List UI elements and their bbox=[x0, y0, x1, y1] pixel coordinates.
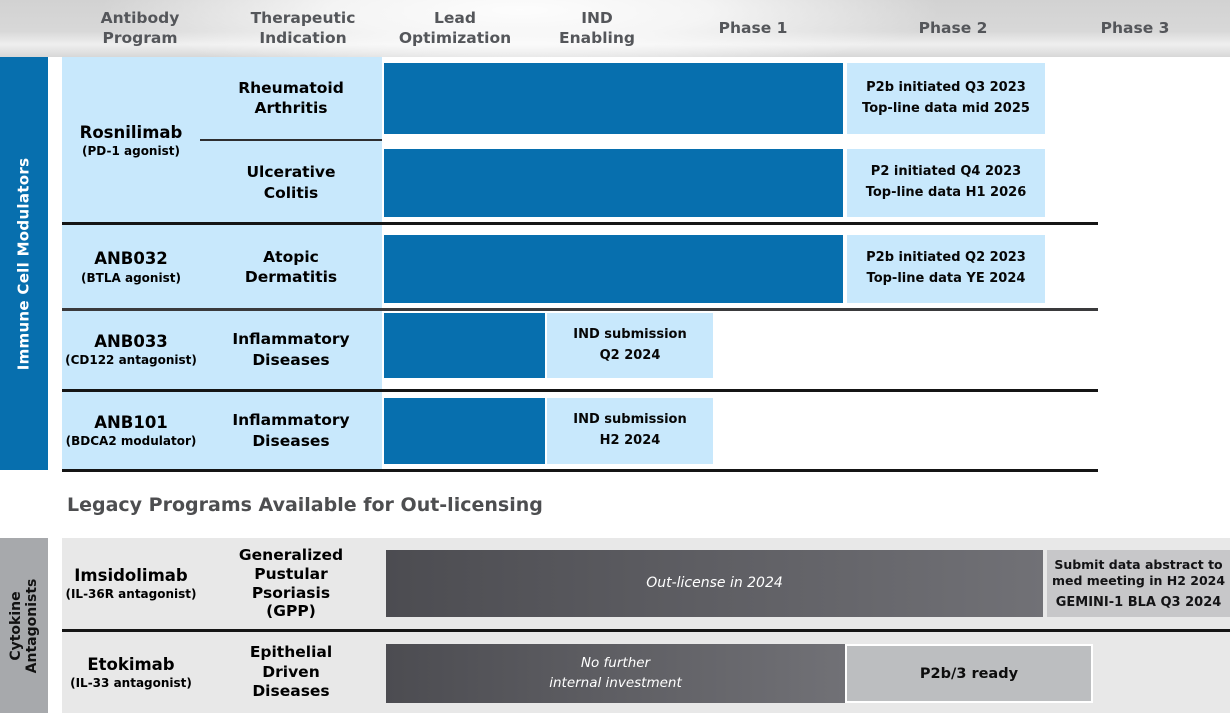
indication-cell-inflammatory-1: Inflammatory Diseases bbox=[200, 310, 382, 389]
program-cell-rosnilimab: Rosnilimab (PD-1 agonist) bbox=[62, 57, 200, 224]
program-target: (BTLA agonist) bbox=[81, 270, 181, 285]
separator-immune-bottom bbox=[62, 469, 1098, 472]
header-antibody-program: Antibody Program bbox=[100, 9, 180, 47]
bar-etokimab: No further internal investment bbox=[386, 644, 845, 703]
header-lead-optimization: Lead Optimization bbox=[398, 9, 512, 47]
bar-label: Out-license in 2024 bbox=[646, 575, 783, 592]
indication-label: Rheumatoid Arthritis bbox=[238, 78, 344, 117]
bar-anb033 bbox=[384, 313, 545, 378]
immune-section-sidebar: Immune Cell Modulators bbox=[0, 57, 48, 470]
separator-anb032-anb033 bbox=[62, 308, 1098, 311]
indication-cell-inflammatory-2: Inflammatory Diseases bbox=[200, 392, 382, 469]
program-target: (BDCA2 modulator) bbox=[65, 434, 197, 449]
milestone-anb101: IND submission H2 2024 bbox=[547, 398, 713, 464]
program-cell-anb101: ANB101 (BDCA2 modulator) bbox=[62, 392, 200, 469]
milestone-rosnilimab-uc: P2 initiated Q4 2023 Top-line data H1 20… bbox=[847, 149, 1045, 217]
legacy-section-sidebar: Cytokine Antagonists bbox=[0, 538, 48, 713]
program-cell-anb033: ANB033 (CD122 antagonist) bbox=[62, 310, 200, 389]
indication-label: Inflammatory Diseases bbox=[232, 330, 350, 369]
indication-cell-ad: Atopic Dermatitis bbox=[200, 226, 382, 308]
header-phase-2: Phase 2 bbox=[918, 18, 988, 37]
legacy-heading: Legacy Programs Available for Out-licens… bbox=[67, 494, 543, 516]
program-name: Imsidolimab bbox=[74, 565, 188, 585]
program-target: (IL-33 antagonist) bbox=[70, 676, 192, 691]
program-name: Etokimab bbox=[87, 654, 175, 674]
milestone-anb033: IND submission Q2 2024 bbox=[547, 313, 713, 378]
milestone-imsidolimab: Submit data abstract to med meeting in H… bbox=[1047, 550, 1230, 617]
immune-cells-background bbox=[62, 57, 382, 470]
bar-anb032-ad bbox=[384, 235, 843, 303]
milestone-rosnilimab-ra: P2b initiated Q3 2023 Top-line data mid … bbox=[847, 63, 1045, 134]
indication-label: Atopic Dermatitis bbox=[244, 247, 338, 286]
bar-rosnilimab-ra bbox=[384, 63, 843, 134]
header-therapeutic-indication: Therapeutic Indication bbox=[250, 9, 356, 47]
program-cell-anb032: ANB032 (BTLA agonist) bbox=[62, 226, 200, 308]
program-name: Rosnilimab bbox=[79, 122, 183, 142]
header-ind-enabling: IND Enabling bbox=[559, 9, 635, 47]
separator-rosnilimab-anb032 bbox=[62, 222, 1098, 225]
milestone-line: GEMINI-1 BLA Q3 2024 bbox=[1055, 595, 1222, 611]
indication-label: Epithelial Driven Diseases bbox=[249, 643, 333, 701]
program-target: (IL-36R antagonist) bbox=[65, 587, 197, 602]
program-cell-imsidolimab: Imsidolimab (IL-36R antagonist) bbox=[62, 538, 200, 629]
program-target: (PD-1 agonist) bbox=[82, 144, 180, 159]
indication-cell-gpp: Generalized Pustular Psoriasis (GPP) bbox=[200, 538, 382, 629]
program-target: (CD122 antagonist) bbox=[65, 353, 197, 368]
header-phase-1: Phase 1 bbox=[718, 18, 788, 37]
program-name: ANB101 bbox=[94, 412, 168, 432]
bar-rosnilimab-uc bbox=[384, 149, 843, 217]
indication-cell-ra: Rheumatoid Arthritis bbox=[200, 57, 382, 139]
milestone-line: Submit data abstract to med meeting in H… bbox=[1051, 556, 1226, 588]
indication-label: Inflammatory Diseases bbox=[232, 411, 350, 450]
status-box-etokimab: P2b/3 ready bbox=[845, 644, 1093, 703]
ra-uc-divider bbox=[200, 139, 382, 141]
program-cell-etokimab: Etokimab (IL-33 antagonist) bbox=[62, 632, 200, 713]
separator-imsidolimab-etokimab bbox=[62, 629, 1230, 632]
bar-imsidolimab: Out-license in 2024 bbox=[386, 550, 1043, 617]
milestone-anb032-ad: P2b initiated Q2 2023 Top-line data YE 2… bbox=[847, 235, 1045, 303]
header-phase-3: Phase 3 bbox=[1100, 18, 1170, 37]
program-name: ANB032 bbox=[94, 249, 168, 269]
indication-label: Generalized Pustular Psoriasis (GPP) bbox=[238, 546, 344, 621]
header-band bbox=[0, 0, 1230, 57]
separator-anb033-anb101 bbox=[62, 389, 1098, 392]
legacy-sidebar-label: Cytokine Antagonists bbox=[7, 578, 40, 673]
indication-cell-epithelial: Epithelial Driven Diseases bbox=[200, 632, 382, 713]
indication-label: Ulcerative Colitis bbox=[246, 163, 336, 202]
indication-cell-uc: Ulcerative Colitis bbox=[200, 141, 382, 224]
program-name: ANB033 bbox=[94, 331, 168, 351]
bar-anb101 bbox=[384, 398, 545, 464]
immune-sidebar-label: Immune Cell Modulators bbox=[14, 157, 33, 370]
bar-label: No further internal investment bbox=[549, 654, 682, 691]
